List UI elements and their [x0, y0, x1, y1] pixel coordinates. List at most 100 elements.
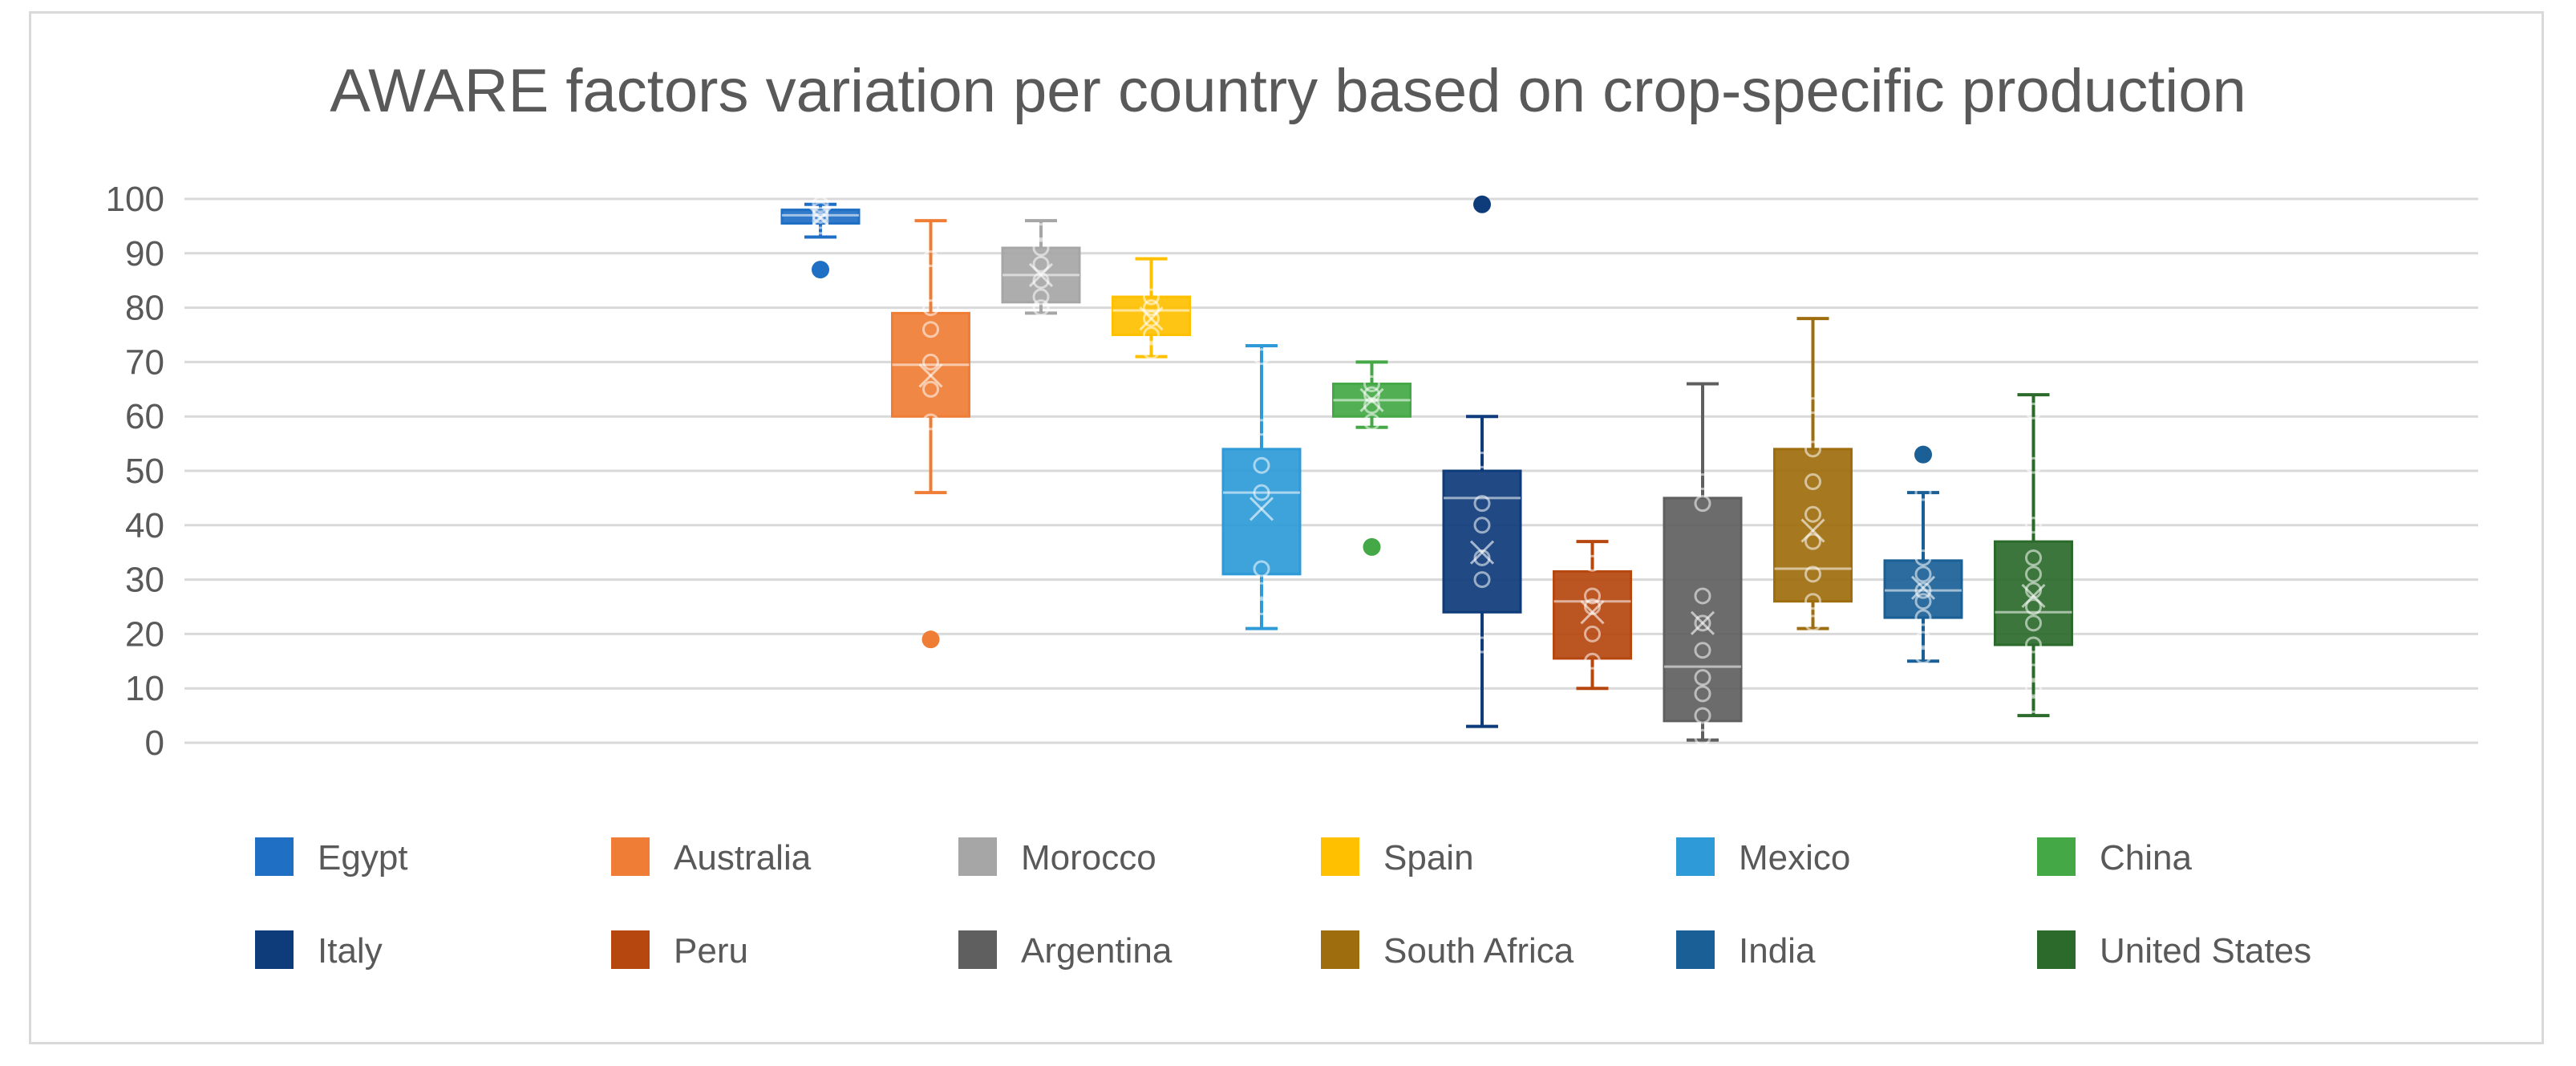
legend-label: India	[1739, 931, 1816, 971]
legend-label: China	[2100, 838, 2192, 878]
data-point	[2025, 598, 2042, 615]
legend-swatch	[611, 930, 650, 969]
data-point	[2025, 517, 2042, 534]
data-point	[1473, 636, 1491, 654]
data-point	[1804, 473, 1821, 491]
data-point	[2025, 549, 2042, 566]
box-egypt	[780, 196, 861, 279]
data-point	[1032, 288, 1050, 306]
mean-marker	[918, 363, 943, 388]
y-tick-label: 50	[125, 452, 164, 491]
mean-marker	[1910, 575, 1936, 600]
box-mexico	[1221, 344, 1302, 630]
data-point	[1363, 375, 1380, 393]
box-argentina	[1663, 382, 1743, 746]
mean-marker	[1359, 387, 1384, 412]
y-axis: 0 10 20 30 40 50 60 70 80 90 100	[106, 180, 164, 763]
data-point	[1804, 533, 1821, 550]
data-point	[1143, 342, 1160, 360]
data-point	[2025, 402, 2042, 420]
data-point	[1804, 440, 1821, 458]
mean-marker	[1580, 600, 1605, 625]
chart-title: AWARE factors variation per country base…	[330, 57, 2246, 125]
legend-swatch	[255, 930, 294, 969]
box-iqr	[1442, 469, 1522, 614]
legend: Egypt Australia Morocco Spain Mexico China Ita…	[255, 837, 2311, 971]
data-point	[1914, 609, 1932, 626]
data-point	[1804, 505, 1821, 523]
data-point	[1914, 565, 1932, 583]
y-tick-label: 10	[125, 669, 164, 708]
data-point	[1584, 625, 1601, 642]
data-point	[1914, 593, 1932, 610]
data-point	[1584, 587, 1601, 605]
data-point	[922, 299, 939, 317]
box-iqr	[1994, 540, 2073, 646]
data-point	[1032, 223, 1050, 241]
box-india	[1883, 445, 1963, 665]
y-tick-label: 40	[125, 506, 164, 545]
data-point	[2025, 696, 2042, 714]
data-point	[1473, 451, 1491, 468]
legend-label: Spain	[1383, 838, 1474, 878]
legend-swatch	[1676, 930, 1715, 969]
data-point	[1914, 647, 1932, 665]
box-iqr	[1221, 448, 1302, 576]
y-tick-label: 0	[145, 724, 164, 763]
mean-marker	[1469, 540, 1495, 565]
gridlines	[184, 197, 2478, 744]
data-point	[1584, 652, 1601, 670]
data-point	[1032, 255, 1050, 273]
data-point	[1914, 582, 1932, 599]
data-point	[1473, 549, 1491, 566]
mean-marker	[2021, 583, 2046, 609]
data-point	[1804, 593, 1821, 610]
legend-swatch	[2037, 837, 2076, 876]
legend-label: United States	[2100, 931, 2311, 971]
box-italy	[1442, 195, 1522, 728]
data-point	[922, 250, 939, 268]
outlier-point	[812, 261, 829, 279]
box-iqr	[1773, 448, 1853, 603]
data-point	[1473, 495, 1491, 513]
legend-label: Argentina	[1021, 931, 1173, 971]
box-united-states	[1994, 393, 2073, 718]
mean-marker	[1690, 610, 1715, 635]
data-point	[1804, 397, 1821, 415]
data-point	[1914, 630, 1932, 648]
data-point	[2025, 456, 2042, 474]
data-point	[812, 206, 829, 224]
data-point	[2025, 565, 2042, 583]
mean-marker	[808, 205, 833, 230]
data-point	[1694, 728, 1711, 746]
data-point	[1584, 554, 1601, 572]
box-australia	[891, 219, 970, 649]
data-point	[1804, 565, 1821, 583]
data-point	[1584, 598, 1601, 615]
data-point	[1253, 456, 1270, 474]
legend-label: Mexico	[1739, 838, 1850, 878]
legend-swatch	[1321, 930, 1359, 969]
outlier-point	[921, 630, 940, 649]
data-point	[2025, 582, 2042, 599]
legend-label: Egypt	[318, 838, 408, 878]
data-point	[1253, 484, 1270, 501]
data-point	[2025, 636, 2042, 654]
box-morocco	[1001, 219, 1081, 317]
data-point	[1143, 310, 1160, 327]
data-point	[1914, 549, 1932, 566]
legend-swatch	[958, 930, 997, 969]
data-point	[1253, 560, 1270, 578]
legend-label: Australia	[674, 838, 812, 878]
data-point	[1694, 685, 1711, 703]
y-tick-label: 30	[125, 561, 164, 600]
data-point	[1694, 642, 1711, 659]
mean-marker	[1800, 518, 1825, 543]
y-tick-label: 20	[125, 614, 164, 654]
legend-label: Peru	[674, 931, 748, 971]
legend-swatch	[255, 837, 294, 876]
legend-swatch	[611, 837, 650, 876]
outlier-point	[1914, 445, 1932, 464]
y-tick-label: 60	[125, 397, 164, 436]
